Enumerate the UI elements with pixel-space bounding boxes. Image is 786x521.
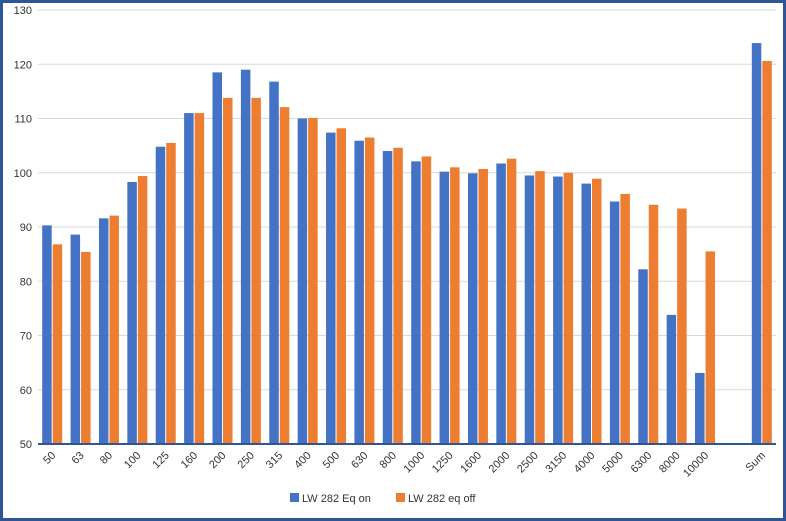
legend-swatch bbox=[396, 493, 405, 502]
bar-lw-282-eq-on-630 bbox=[354, 140, 364, 444]
bar-lw-282-eq-off-63 bbox=[81, 251, 91, 444]
bar-lw-282-eq-on-315 bbox=[269, 81, 279, 445]
y-tick-label: 80 bbox=[20, 276, 32, 288]
bar-lw-282-eq-off-100 bbox=[137, 176, 148, 444]
bar-lw-282-eq-off-125 bbox=[166, 142, 176, 444]
bar-lw-282-eq-on-80 bbox=[98, 218, 109, 444]
bar-lw-282-eq-off-1250 bbox=[450, 167, 460, 444]
bar-lw-282-eq-off-630 bbox=[364, 137, 375, 445]
y-axis-ticks: 50 60 70 80 90 100 110 120 130 bbox=[14, 5, 32, 451]
bar-lw-282-eq-on-50 bbox=[42, 225, 52, 444]
bar-lw-282-eq-on-Sum bbox=[751, 43, 762, 444]
bar-lw-282-eq-on-63 bbox=[70, 234, 81, 444]
legend-swatch bbox=[290, 493, 299, 502]
bar-lw-282-eq-on-1600 bbox=[467, 173, 478, 445]
bar-lw-282-eq-off-3150 bbox=[563, 172, 574, 444]
bar-lw-282-eq-off-250 bbox=[251, 97, 261, 444]
bar-lw-282-eq-on-200 bbox=[212, 72, 222, 444]
bar-lw-282-eq-on-1000 bbox=[411, 161, 421, 445]
bar-lw-282-eq-on-160 bbox=[184, 113, 194, 444]
bar-lw-282-eq-on-5000 bbox=[609, 201, 620, 444]
series-lw-282-eq-off bbox=[52, 60, 772, 445]
y-tick-label: 100 bbox=[14, 168, 32, 180]
bar-lw-282-eq-off-160 bbox=[194, 113, 205, 444]
bar-lw-282-eq-off-400 bbox=[308, 117, 318, 445]
bar-lw-282-eq-off-1000 bbox=[421, 156, 432, 444]
bar-lw-282-eq-on-1250 bbox=[439, 171, 450, 445]
y-tick-label: 90 bbox=[20, 222, 32, 234]
bar-lw-282-eq-off-50 bbox=[52, 244, 63, 444]
y-tick-label: 60 bbox=[20, 385, 32, 397]
bar-lw-282-eq-on-4000 bbox=[581, 183, 591, 444]
bar-lw-282-eq-off-4000 bbox=[592, 178, 602, 444]
bar-lw-282-eq-on-2000 bbox=[496, 163, 506, 444]
bar-lw-282-eq-off-Sum bbox=[762, 60, 772, 445]
bar-lw-282-eq-off-800 bbox=[393, 147, 403, 445]
legend-entry-lw-282-eq-off: LW 282 eq off bbox=[396, 493, 476, 505]
bar-lw-282-eq-off-8000 bbox=[677, 208, 687, 444]
bar-lw-282-eq-on-250 bbox=[240, 69, 251, 445]
bar-lw-282-eq-off-6300 bbox=[648, 204, 659, 444]
bar-lw-282-eq-on-800 bbox=[382, 151, 393, 445]
y-tick-label: 50 bbox=[20, 439, 32, 451]
bar-lw-282-eq-off-5000 bbox=[620, 193, 630, 444]
bar-lw-282-eq-on-400 bbox=[297, 118, 308, 444]
bar-lw-282-eq-on-2500 bbox=[524, 175, 535, 444]
bar-lw-282-eq-off-2000 bbox=[506, 158, 517, 444]
bars bbox=[42, 43, 772, 445]
bar-lw-282-eq-off-500 bbox=[336, 128, 347, 444]
bar-lw-282-eq-off-80 bbox=[109, 215, 119, 444]
y-tick-label: 130 bbox=[14, 5, 32, 17]
legend-entry-lw-282-eq-on: LW 282 Eq on bbox=[290, 493, 371, 505]
bar-lw-282-eq-off-10000 bbox=[705, 251, 716, 444]
bar-lw-282-eq-off-2500 bbox=[535, 171, 545, 444]
y-tick-label: 110 bbox=[14, 114, 32, 126]
y-tick-label: 70 bbox=[20, 331, 32, 343]
bar-lw-282-eq-off-200 bbox=[223, 97, 233, 444]
bar-lw-282-eq-on-3150 bbox=[553, 176, 563, 445]
legend: LW 282 Eq on LW 282 eq off bbox=[290, 493, 476, 505]
bar-lw-282-eq-on-10000 bbox=[695, 372, 705, 444]
bar-lw-282-eq-on-100 bbox=[127, 181, 137, 444]
series-lw-282-eq-on bbox=[42, 43, 762, 445]
legend-label: LW 282 eq off bbox=[408, 493, 476, 505]
bar-lw-282-eq-on-8000 bbox=[666, 314, 677, 444]
y-tick-label: 120 bbox=[14, 59, 32, 71]
legend-label: LW 282 Eq on bbox=[302, 493, 371, 505]
bar-lw-282-eq-on-6300 bbox=[638, 269, 648, 444]
bar-lw-282-eq-off-315 bbox=[279, 107, 290, 445]
bar-lw-282-eq-on-500 bbox=[326, 132, 336, 445]
bar-lw-282-eq-off-1600 bbox=[478, 168, 488, 444]
bar-lw-282-eq-on-125 bbox=[155, 146, 166, 444]
